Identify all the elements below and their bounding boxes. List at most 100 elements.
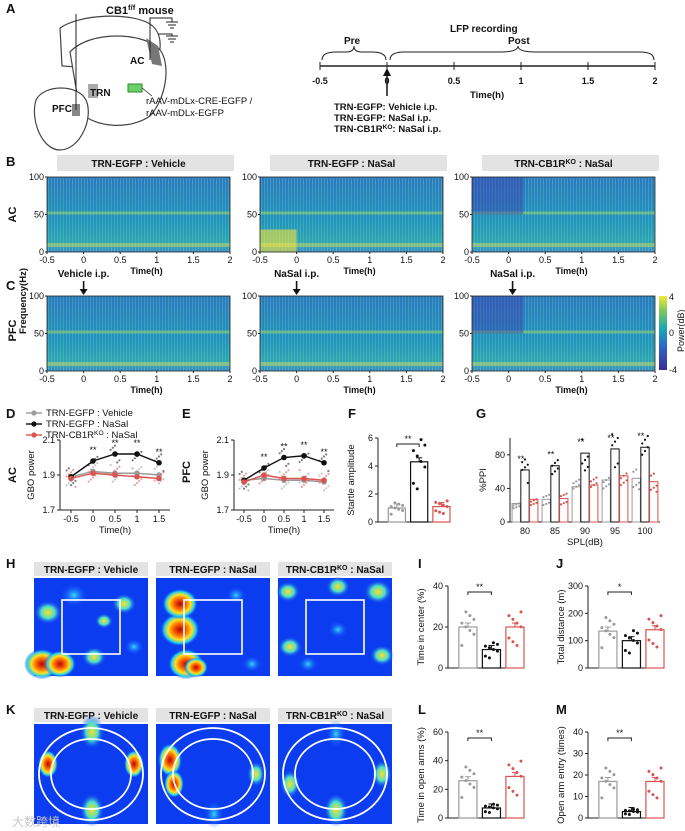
data-point bbox=[592, 478, 595, 481]
data-point bbox=[327, 472, 330, 476]
data-point bbox=[327, 470, 330, 473]
data-point bbox=[607, 483, 611, 486]
chart-L: 0 20 40 60 Time in open arms (%) ** bbox=[416, 727, 525, 823]
y-tick-label: 40 bbox=[495, 483, 505, 493]
data-point bbox=[464, 765, 468, 769]
spectrogram-ytick: 50 bbox=[247, 329, 257, 339]
y-axis-label: Time in center (%) bbox=[416, 588, 427, 665]
chart-F: 0 2 4 6 Startle amplitude ** bbox=[346, 433, 451, 527]
treatment-2: TRN-EGFP: NaSal i.p. bbox=[334, 113, 431, 124]
data-point bbox=[401, 508, 405, 512]
data-point bbox=[419, 438, 423, 442]
data-point bbox=[592, 483, 595, 487]
spectrogram-band bbox=[472, 330, 655, 334]
data-point bbox=[89, 478, 92, 481]
data-point bbox=[647, 638, 651, 642]
data-point bbox=[605, 478, 608, 482]
injection-arrowhead bbox=[292, 289, 301, 295]
data-point bbox=[575, 480, 578, 483]
data-point bbox=[532, 499, 535, 502]
data-point bbox=[623, 634, 627, 638]
injection-label: NaSal i.p. bbox=[274, 269, 319, 280]
data-point bbox=[655, 484, 658, 487]
occupancy-blob bbox=[298, 655, 318, 673]
data-point bbox=[512, 504, 515, 507]
mean-marker bbox=[134, 473, 140, 480]
injection-arrowhead bbox=[79, 289, 88, 295]
data-point bbox=[434, 500, 438, 504]
spectrogram-band bbox=[472, 211, 655, 215]
data-point bbox=[162, 478, 165, 481]
legend-ko-label: TRN-CB1RKO : NaSal bbox=[46, 430, 137, 442]
data-point bbox=[242, 474, 246, 477]
data-point bbox=[267, 473, 270, 477]
data-point bbox=[647, 769, 651, 773]
bar bbox=[529, 498, 539, 523]
data-point bbox=[491, 802, 495, 806]
data-point bbox=[397, 502, 401, 506]
data-point bbox=[655, 645, 659, 649]
data-point bbox=[622, 481, 625, 484]
data-point bbox=[608, 632, 612, 636]
region-trn-label: TRN bbox=[90, 88, 111, 99]
data-point bbox=[278, 477, 281, 480]
trn-region bbox=[88, 84, 98, 98]
panel-letter-K: K bbox=[6, 702, 16, 717]
data-point bbox=[551, 473, 554, 476]
data-point bbox=[285, 471, 288, 474]
data-point bbox=[318, 474, 321, 477]
y-tick-label: 0 bbox=[438, 813, 443, 823]
data-point bbox=[113, 444, 117, 447]
data-point bbox=[655, 796, 659, 800]
row-label: AC bbox=[7, 207, 19, 223]
data-point bbox=[515, 793, 519, 797]
significance-label: ** bbox=[476, 728, 484, 738]
bar bbox=[589, 484, 599, 523]
data-point bbox=[240, 470, 243, 473]
data-point bbox=[511, 640, 515, 644]
data-point bbox=[131, 459, 134, 462]
y-tick-label: 20 bbox=[433, 784, 443, 794]
y-tick-label: 40 bbox=[573, 727, 583, 737]
spectrogram-xtick: 1 bbox=[367, 255, 372, 265]
data-point bbox=[472, 772, 476, 776]
y-axis-label: Time in open arms (%) bbox=[416, 727, 427, 823]
spectrogram-xtick: 0 bbox=[506, 255, 511, 265]
occupancy-blob bbox=[160, 612, 200, 647]
spectrogram-ytick: 50 bbox=[459, 210, 469, 220]
spectrogram-band bbox=[260, 211, 443, 215]
spectrogram-xtick: 0.5 bbox=[114, 374, 127, 384]
data-point bbox=[472, 785, 476, 789]
data-point bbox=[160, 473, 163, 476]
data-point bbox=[600, 626, 604, 630]
spectrogram-xtick: 0 bbox=[294, 374, 299, 384]
data-point bbox=[157, 482, 161, 485]
bar bbox=[571, 486, 581, 523]
data-point bbox=[441, 503, 445, 507]
ground-wire-1 bbox=[149, 17, 178, 29]
data-point bbox=[280, 450, 283, 453]
center-zone bbox=[61, 599, 121, 655]
colorbar: 4 0 -4 Power(dB) bbox=[659, 292, 685, 375]
significance-label: ** bbox=[476, 582, 484, 592]
data-point bbox=[240, 476, 243, 479]
data-point bbox=[91, 466, 95, 469]
spectrogram-xtick: 2 bbox=[227, 255, 232, 265]
data-point bbox=[401, 503, 405, 507]
data-point bbox=[438, 502, 442, 506]
data-point bbox=[635, 483, 638, 486]
x-tick-label: 0 bbox=[261, 514, 266, 524]
spectrogram-xtick: -0.5 bbox=[252, 255, 268, 265]
data-point bbox=[655, 624, 659, 628]
data-point bbox=[434, 509, 438, 513]
x-tick-label: 80 bbox=[520, 526, 530, 536]
data-point bbox=[282, 448, 286, 451]
mean-marker bbox=[301, 452, 307, 459]
y-tick-label: 300 bbox=[568, 581, 583, 591]
data-point bbox=[559, 503, 563, 506]
bar bbox=[520, 469, 530, 523]
spectrogram-ytick: 100 bbox=[242, 291, 257, 301]
data-point bbox=[157, 455, 161, 458]
x-axis-label: Time(h) bbox=[268, 525, 300, 536]
